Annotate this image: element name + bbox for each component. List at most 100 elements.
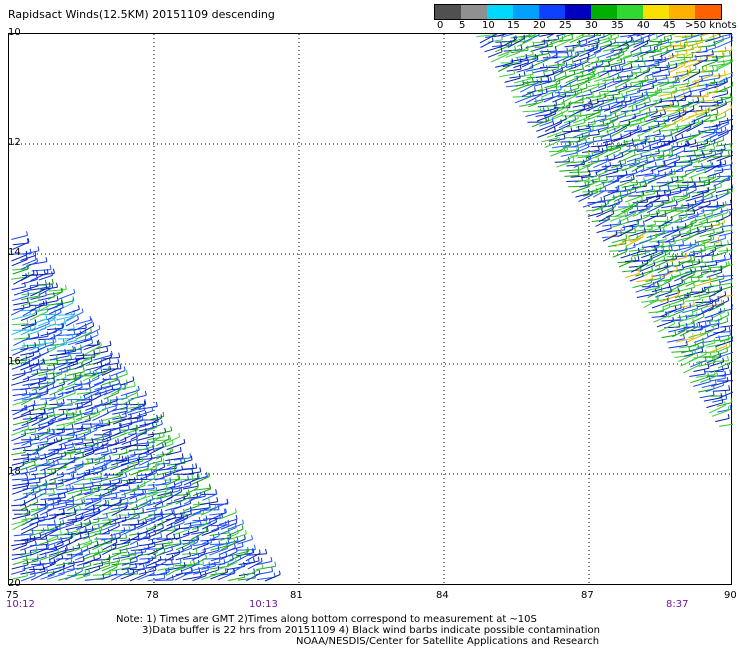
wind-barb-flag [712, 390, 715, 396]
wind-barb [264, 574, 281, 582]
wind-barb-flag [80, 344, 82, 350]
wind-barb-flag [551, 92, 554, 98]
wind-barb-flag [36, 498, 39, 503]
wind-barb [566, 91, 582, 98]
wind-barb-flag [106, 439, 109, 444]
wind-barb-flag [609, 162, 612, 166]
wind-barb-flag [607, 89, 609, 94]
wind-barb-flag [84, 335, 87, 340]
wind-barb [21, 517, 36, 521]
wind-barb-flag [119, 532, 121, 538]
wind-barb [219, 562, 237, 570]
wind-barb [515, 81, 534, 87]
wind-barb-flag [678, 314, 681, 320]
wind-barb-flag [709, 113, 711, 118]
wind-barb-flag [27, 456, 30, 462]
wind-barb-flag [189, 522, 192, 528]
wind-barb [183, 525, 202, 530]
wind-barb [40, 331, 57, 337]
wind-barb [701, 77, 720, 82]
wind-barb [708, 329, 726, 338]
wind-barb [653, 315, 669, 323]
wind-barb-flag [702, 97, 704, 102]
wind-barb-flag [625, 46, 628, 51]
wind-barb-flag [46, 525, 49, 531]
wind-barb [20, 544, 37, 551]
wind-barb-flag [723, 307, 726, 312]
wind-barb-flag [531, 35, 533, 40]
wind-barb [691, 190, 710, 198]
wind-barb-flag [687, 292, 689, 297]
wind-barb-flag [133, 464, 136, 469]
wind-barb [534, 46, 553, 48]
wind-barb-flag [221, 512, 224, 519]
wind-barb-flag [82, 556, 85, 562]
wind-barb-flag [703, 369, 706, 375]
wind-barb [175, 555, 191, 561]
wind-barb [129, 535, 148, 546]
wind-barb-flag [71, 532, 74, 538]
wind-barb [607, 155, 624, 162]
wind-barb [616, 188, 635, 193]
wind-barb-flag [590, 89, 592, 95]
wind-barb-flag [66, 545, 68, 551]
wind-barb [577, 79, 592, 87]
wind-barb-flag [42, 358, 44, 363]
wind-barb [645, 277, 661, 283]
wind-barb-flag [704, 356, 707, 361]
wind-barb [666, 62, 686, 67]
wind-barb-flag [674, 161, 677, 166]
wind-barb-flag [660, 38, 663, 44]
wind-barb [94, 344, 112, 350]
wind-barb-flag [573, 111, 575, 116]
wind-barb-flag [120, 478, 123, 484]
wind-barb [582, 102, 599, 108]
wind-barb-flag [568, 121, 571, 126]
wind-barb-flag [107, 397, 109, 402]
wind-barb [718, 118, 733, 123]
wind-barb-flag [38, 423, 41, 429]
wind-barb-flag [555, 86, 558, 91]
wind-barb [696, 302, 713, 308]
wind-barb-flag [651, 125, 654, 130]
wind-barb [218, 527, 237, 536]
wind-barb-flag [167, 435, 170, 439]
wind-barb-flag [123, 366, 126, 371]
wind-barb-flag [705, 350, 707, 355]
wind-barb [201, 521, 217, 530]
wind-barb [12, 348, 29, 356]
wind-barb [220, 542, 236, 551]
wind-barb [680, 357, 699, 367]
wind-barb-flag [729, 369, 732, 375]
wind-barb-flag [697, 117, 700, 123]
wind-barb-flag [89, 520, 92, 525]
wind-barb-flag [706, 217, 709, 223]
wind-barb-flag [604, 92, 607, 98]
wind-barb-flag [128, 478, 131, 483]
wind-barb [218, 518, 238, 526]
wind-barb-flag [218, 557, 221, 563]
wind-barb [155, 526, 173, 535]
wind-barb [706, 402, 724, 409]
wind-barb [680, 215, 699, 223]
wind-barb-flag [612, 94, 615, 100]
wind-barb [686, 80, 703, 88]
wind-barb [38, 561, 55, 566]
wind-barb [656, 107, 672, 112]
wind-barb-flag [154, 505, 157, 511]
wind-barb [11, 323, 29, 326]
wind-barb [640, 179, 656, 188]
wind-barb [619, 162, 637, 168]
wind-barb-flag [24, 396, 27, 402]
wind-barb-flag [657, 122, 660, 127]
wind-barb-flag [205, 472, 208, 477]
wind-barb [30, 288, 48, 297]
wind-barb-flag [546, 42, 549, 47]
wind-barb-flag [628, 202, 631, 207]
wind-barb [578, 194, 593, 203]
wind-barb-flag [658, 129, 661, 135]
wind-barb-flag [607, 216, 609, 220]
wind-barb [647, 34, 656, 37]
wind-barb [510, 58, 527, 62]
wind-barb-flag [96, 340, 99, 345]
